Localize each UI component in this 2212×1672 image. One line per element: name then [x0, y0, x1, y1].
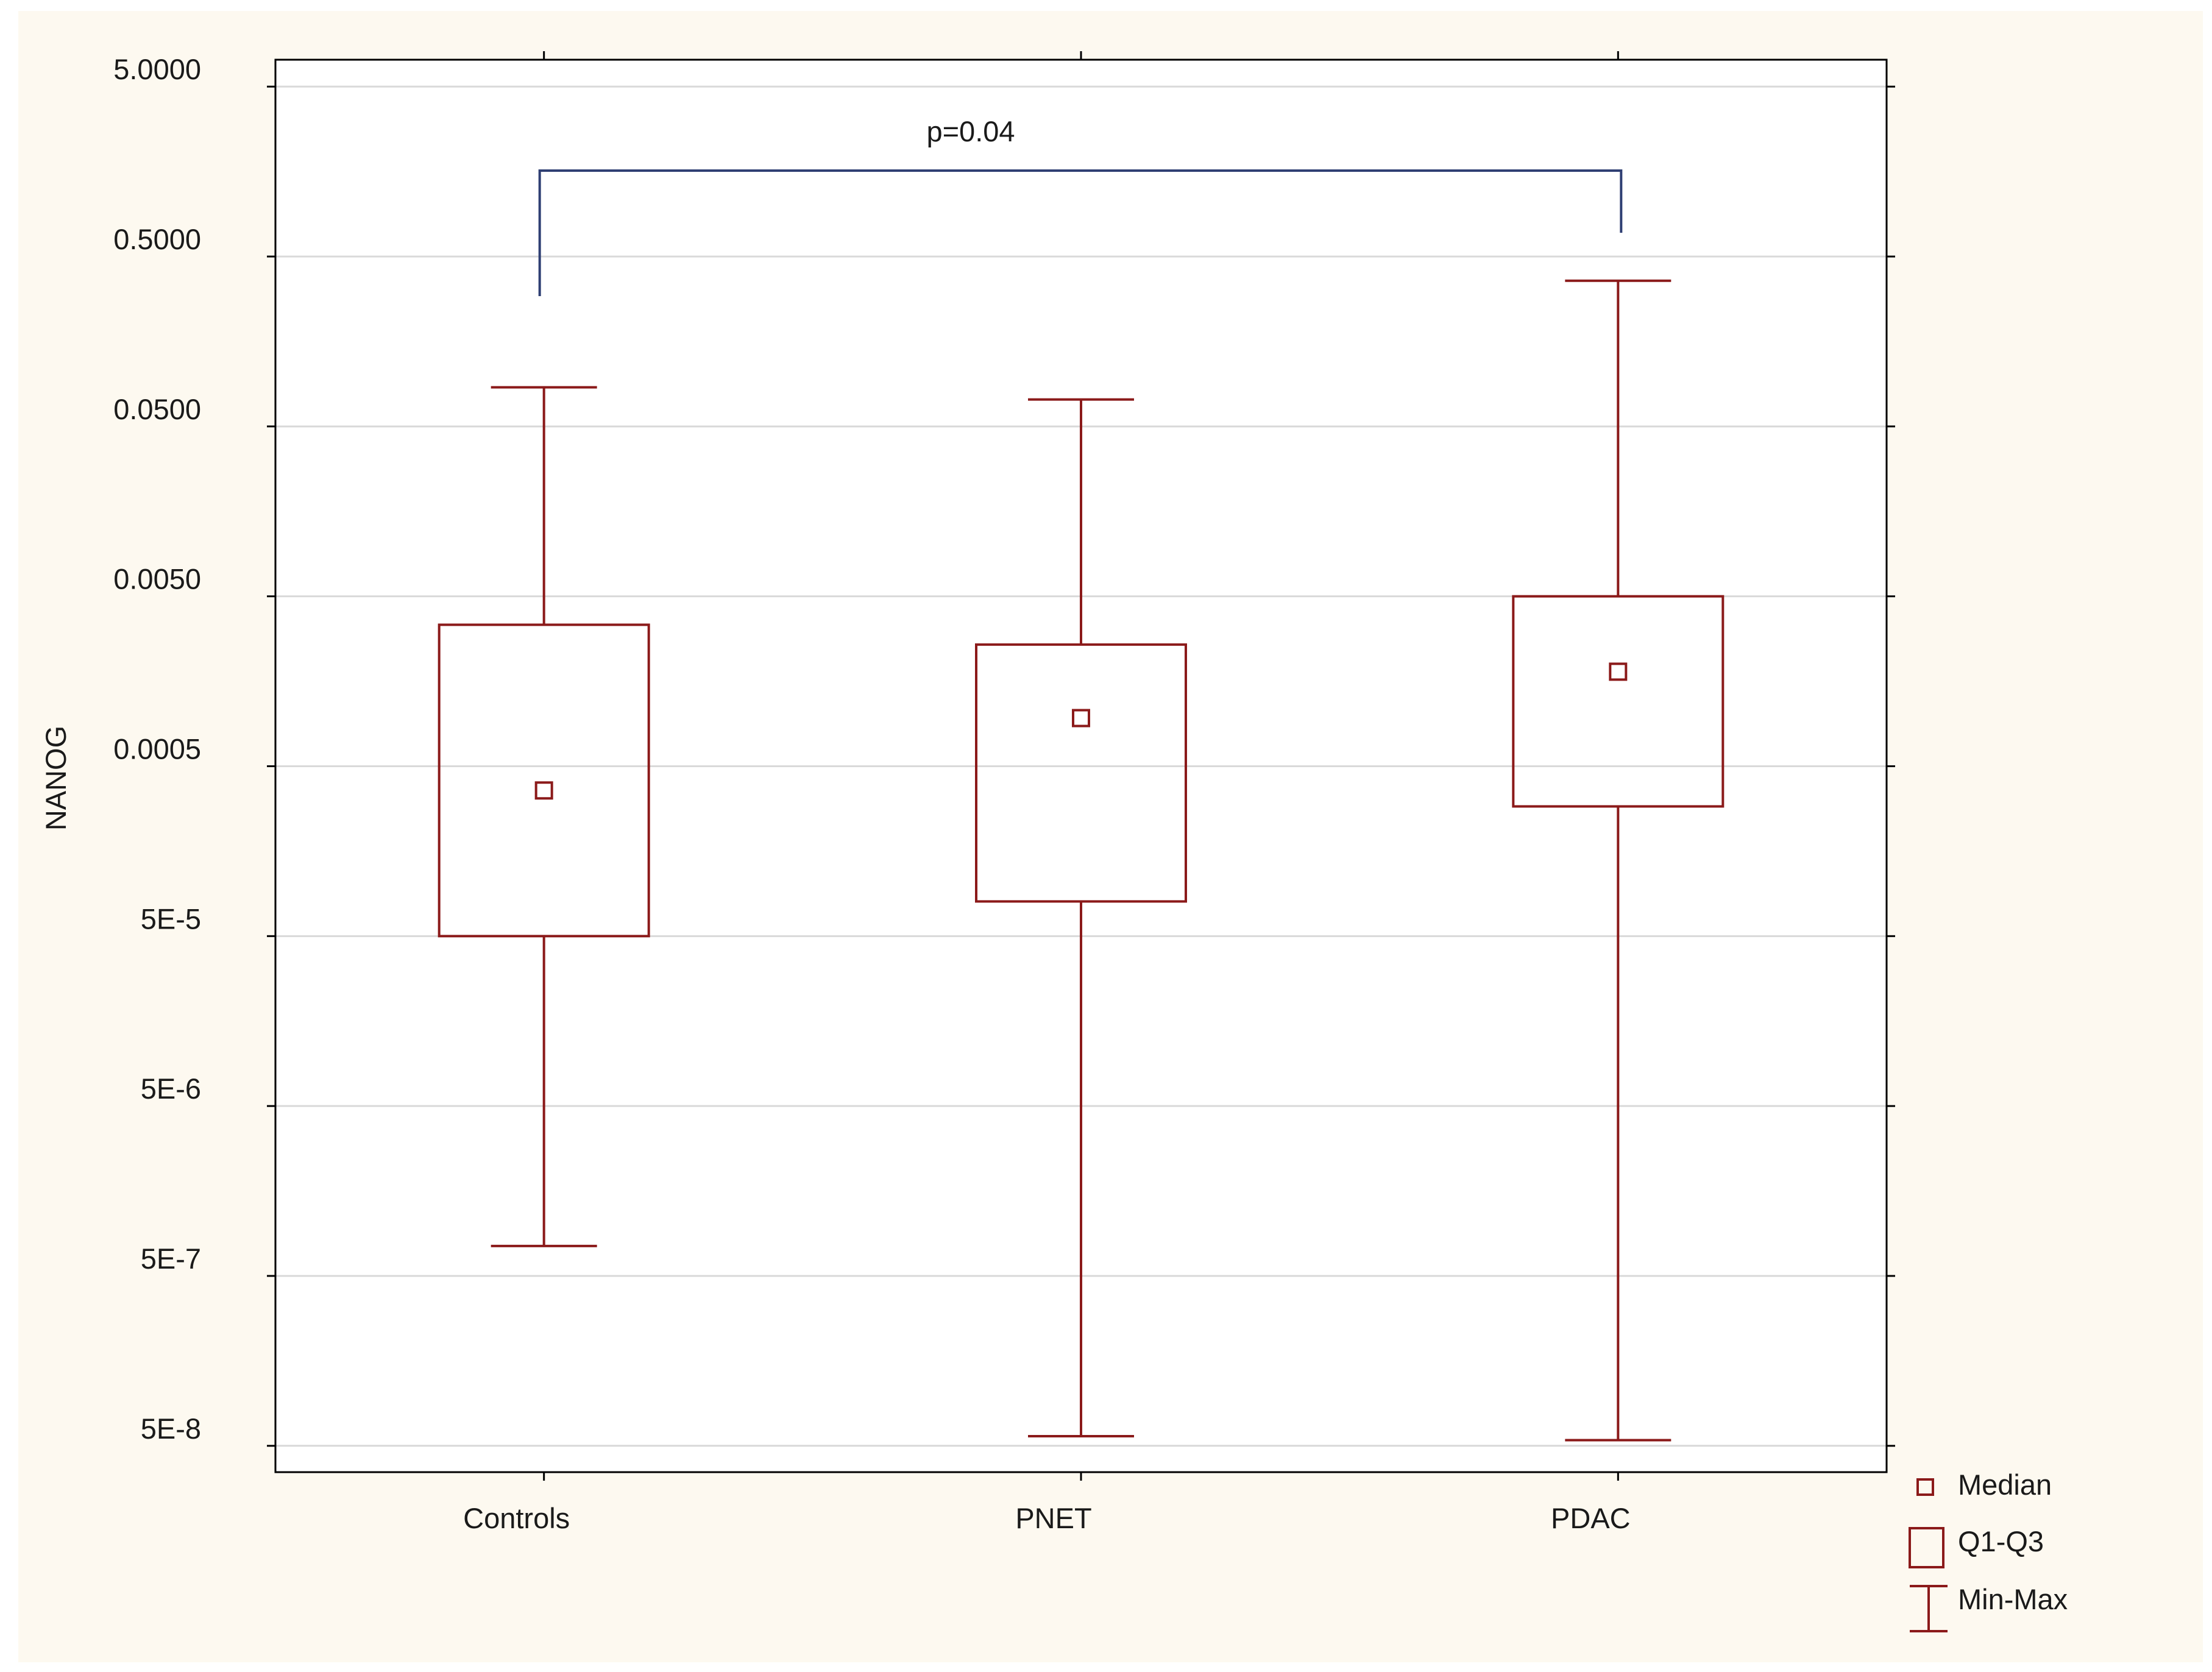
legend-median-label: Median: [1958, 1468, 2052, 1501]
box-series: [438, 279, 1725, 1442]
box-controls: [438, 386, 650, 1247]
q1-q3-box: [438, 623, 650, 938]
median-marker: [534, 781, 553, 800]
plot-frame: [274, 58, 1888, 1473]
q1-q3-box: [975, 643, 1187, 903]
y-axis-ticks: 5.0000 0.5000 0.0500 0.0050 0.0005 5E-5 5E-6 5E…: [113, 51, 1895, 1534]
box-pdac: [1512, 279, 1725, 1442]
significance-bracket: [538, 169, 1623, 296]
legend-q1q3-label: Q1-Q3: [1958, 1525, 2044, 1557]
median-marker: [1072, 709, 1090, 728]
y-tick-label: 0.0500: [113, 393, 201, 425]
box-pnet: [975, 398, 1187, 1437]
x-tick-label: PDAC: [1551, 1502, 1631, 1534]
y-axis-title: NANOG: [40, 726, 72, 831]
q1-q3-box: [1512, 595, 1725, 808]
p-value-label: p=0.04: [926, 115, 1015, 147]
y-tick-label: 5E-7: [141, 1242, 201, 1275]
y-tick-label: 5E-8: [141, 1412, 201, 1445]
y-tick-label: 0.0050: [113, 563, 201, 595]
legend: Median Q1-Q3 Min-Max: [1909, 1468, 2068, 1632]
x-tick-label: PNET: [1015, 1502, 1091, 1534]
y-tick-label: 0.0005: [113, 732, 201, 765]
x-tick-label: Controls: [463, 1502, 570, 1534]
y-tick-label: 5E-5: [141, 902, 201, 935]
legend-minmax-symbol: [1910, 1585, 1948, 1632]
significance-annotation: p=0.04: [538, 115, 1623, 296]
y-tick-label: 0.5000: [113, 223, 201, 255]
legend-q1q3-symbol: [1909, 1527, 1944, 1568]
legend-minmax-label: Min-Max: [1958, 1583, 2068, 1615]
legend-median-symbol: [1916, 1478, 1934, 1496]
median-marker: [1609, 662, 1628, 681]
y-tick-label: 5E-6: [141, 1072, 201, 1105]
y-tick-label: 5.0000: [113, 53, 201, 85]
